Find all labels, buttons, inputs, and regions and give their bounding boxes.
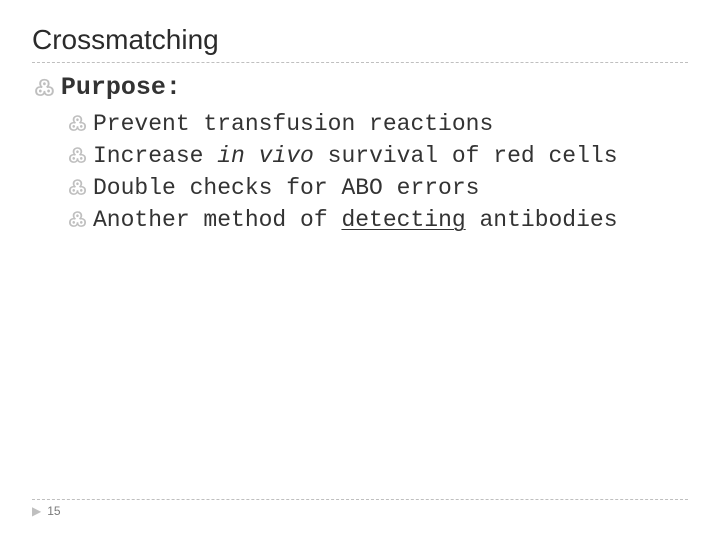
- bullet-glyph-icon: ߷: [68, 109, 87, 139]
- bullet-glyph-icon: ߷: [34, 73, 55, 103]
- play-arrow-icon: ▶: [32, 504, 41, 518]
- in-vivo-italic: in vivo: [217, 143, 314, 169]
- title-divider: [32, 62, 688, 63]
- slide-title: Crossmatching: [32, 24, 688, 56]
- slide: Crossmatching ߷ Purpose: ߷ Prevent trans…: [0, 0, 720, 540]
- list-item-text: Another method of detecting antibodies: [93, 205, 618, 235]
- purpose-label: Purpose:: [61, 73, 181, 103]
- bullet-level-1: ߷ Purpose:: [34, 73, 688, 103]
- list-item: ߷ Double checks for ABO errors: [68, 173, 688, 203]
- list-item: ߷ Increase in vivo survival of red cells: [68, 141, 688, 171]
- list-item: ߷ Another method of detecting antibodies: [68, 205, 688, 235]
- list-item-text: Increase in vivo survival of red cells: [93, 141, 618, 171]
- footer-row: ▶ 15: [32, 504, 688, 518]
- detecting-underline: detecting: [341, 207, 465, 233]
- bullet-glyph-icon: ߷: [68, 141, 87, 171]
- bullet-level-2-list: ߷ Prevent transfusion reactions ߷ Increa…: [68, 109, 688, 235]
- bullet-glyph-icon: ߷: [68, 205, 87, 235]
- page-number: 15: [47, 504, 60, 518]
- list-item: ߷ Prevent transfusion reactions: [68, 109, 688, 139]
- list-item-text: Double checks for ABO errors: [93, 173, 479, 203]
- slide-footer: ▶ 15: [32, 499, 688, 518]
- footer-divider: [32, 499, 688, 500]
- list-item-text: Prevent transfusion reactions: [93, 109, 493, 139]
- bullet-glyph-icon: ߷: [68, 173, 87, 203]
